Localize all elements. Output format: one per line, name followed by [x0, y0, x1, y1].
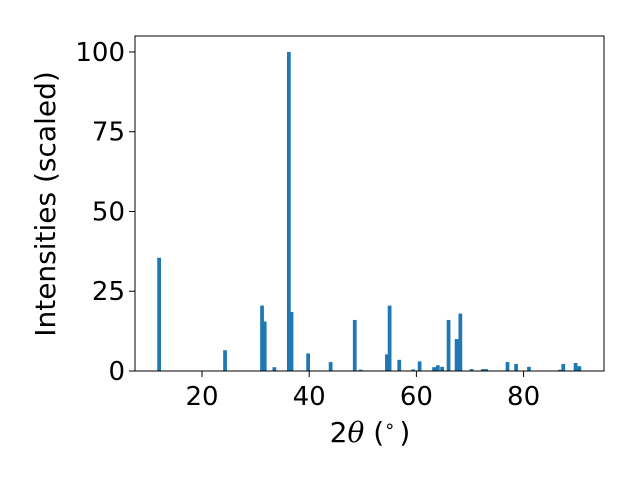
y-tick-label: 100 — [75, 38, 125, 68]
y-axis-label: Intensities (scaled) — [29, 71, 62, 337]
bar — [440, 366, 444, 371]
bar — [435, 365, 440, 371]
x-tick-label: 60 — [400, 382, 433, 412]
x-axis-ticks: 20 40 60 80 — [185, 371, 540, 412]
bar — [352, 319, 357, 371]
x-tick-label: 40 — [293, 382, 326, 412]
bar — [505, 362, 510, 371]
x-tick-label: 20 — [185, 382, 218, 412]
bar — [411, 369, 416, 371]
bars-group — [157, 51, 582, 371]
plot-frame — [134, 35, 605, 372]
bar — [514, 363, 518, 371]
bar — [223, 350, 227, 371]
bar — [469, 369, 474, 371]
bar — [561, 363, 566, 371]
bar — [272, 367, 277, 371]
bar — [417, 361, 422, 371]
bar — [454, 339, 459, 371]
bar — [577, 366, 582, 371]
bar — [286, 51, 291, 371]
bar — [558, 369, 562, 371]
bar — [306, 353, 310, 371]
y-tick-label: 50 — [92, 197, 125, 227]
bar — [328, 362, 333, 371]
x-axis-label: 2θ (∘) — [330, 416, 411, 449]
y-tick-label: 25 — [92, 277, 125, 307]
bar — [289, 311, 294, 371]
y-axis-ticks: 0 25 50 75 100 — [75, 38, 135, 387]
bar — [446, 319, 451, 371]
bar — [260, 305, 264, 371]
bar — [262, 321, 267, 371]
bar — [527, 366, 531, 371]
bar — [573, 363, 578, 371]
bar — [484, 369, 488, 371]
bar — [387, 305, 392, 371]
y-tick-label: 75 — [92, 118, 125, 148]
bar — [432, 367, 436, 371]
bar — [458, 313, 463, 371]
bar — [385, 354, 389, 371]
x-tick-label: 80 — [507, 382, 540, 412]
bar — [397, 359, 402, 371]
bar — [157, 257, 161, 371]
y-tick-label: 0 — [108, 357, 125, 387]
bar — [358, 369, 363, 371]
bar — [480, 369, 485, 371]
